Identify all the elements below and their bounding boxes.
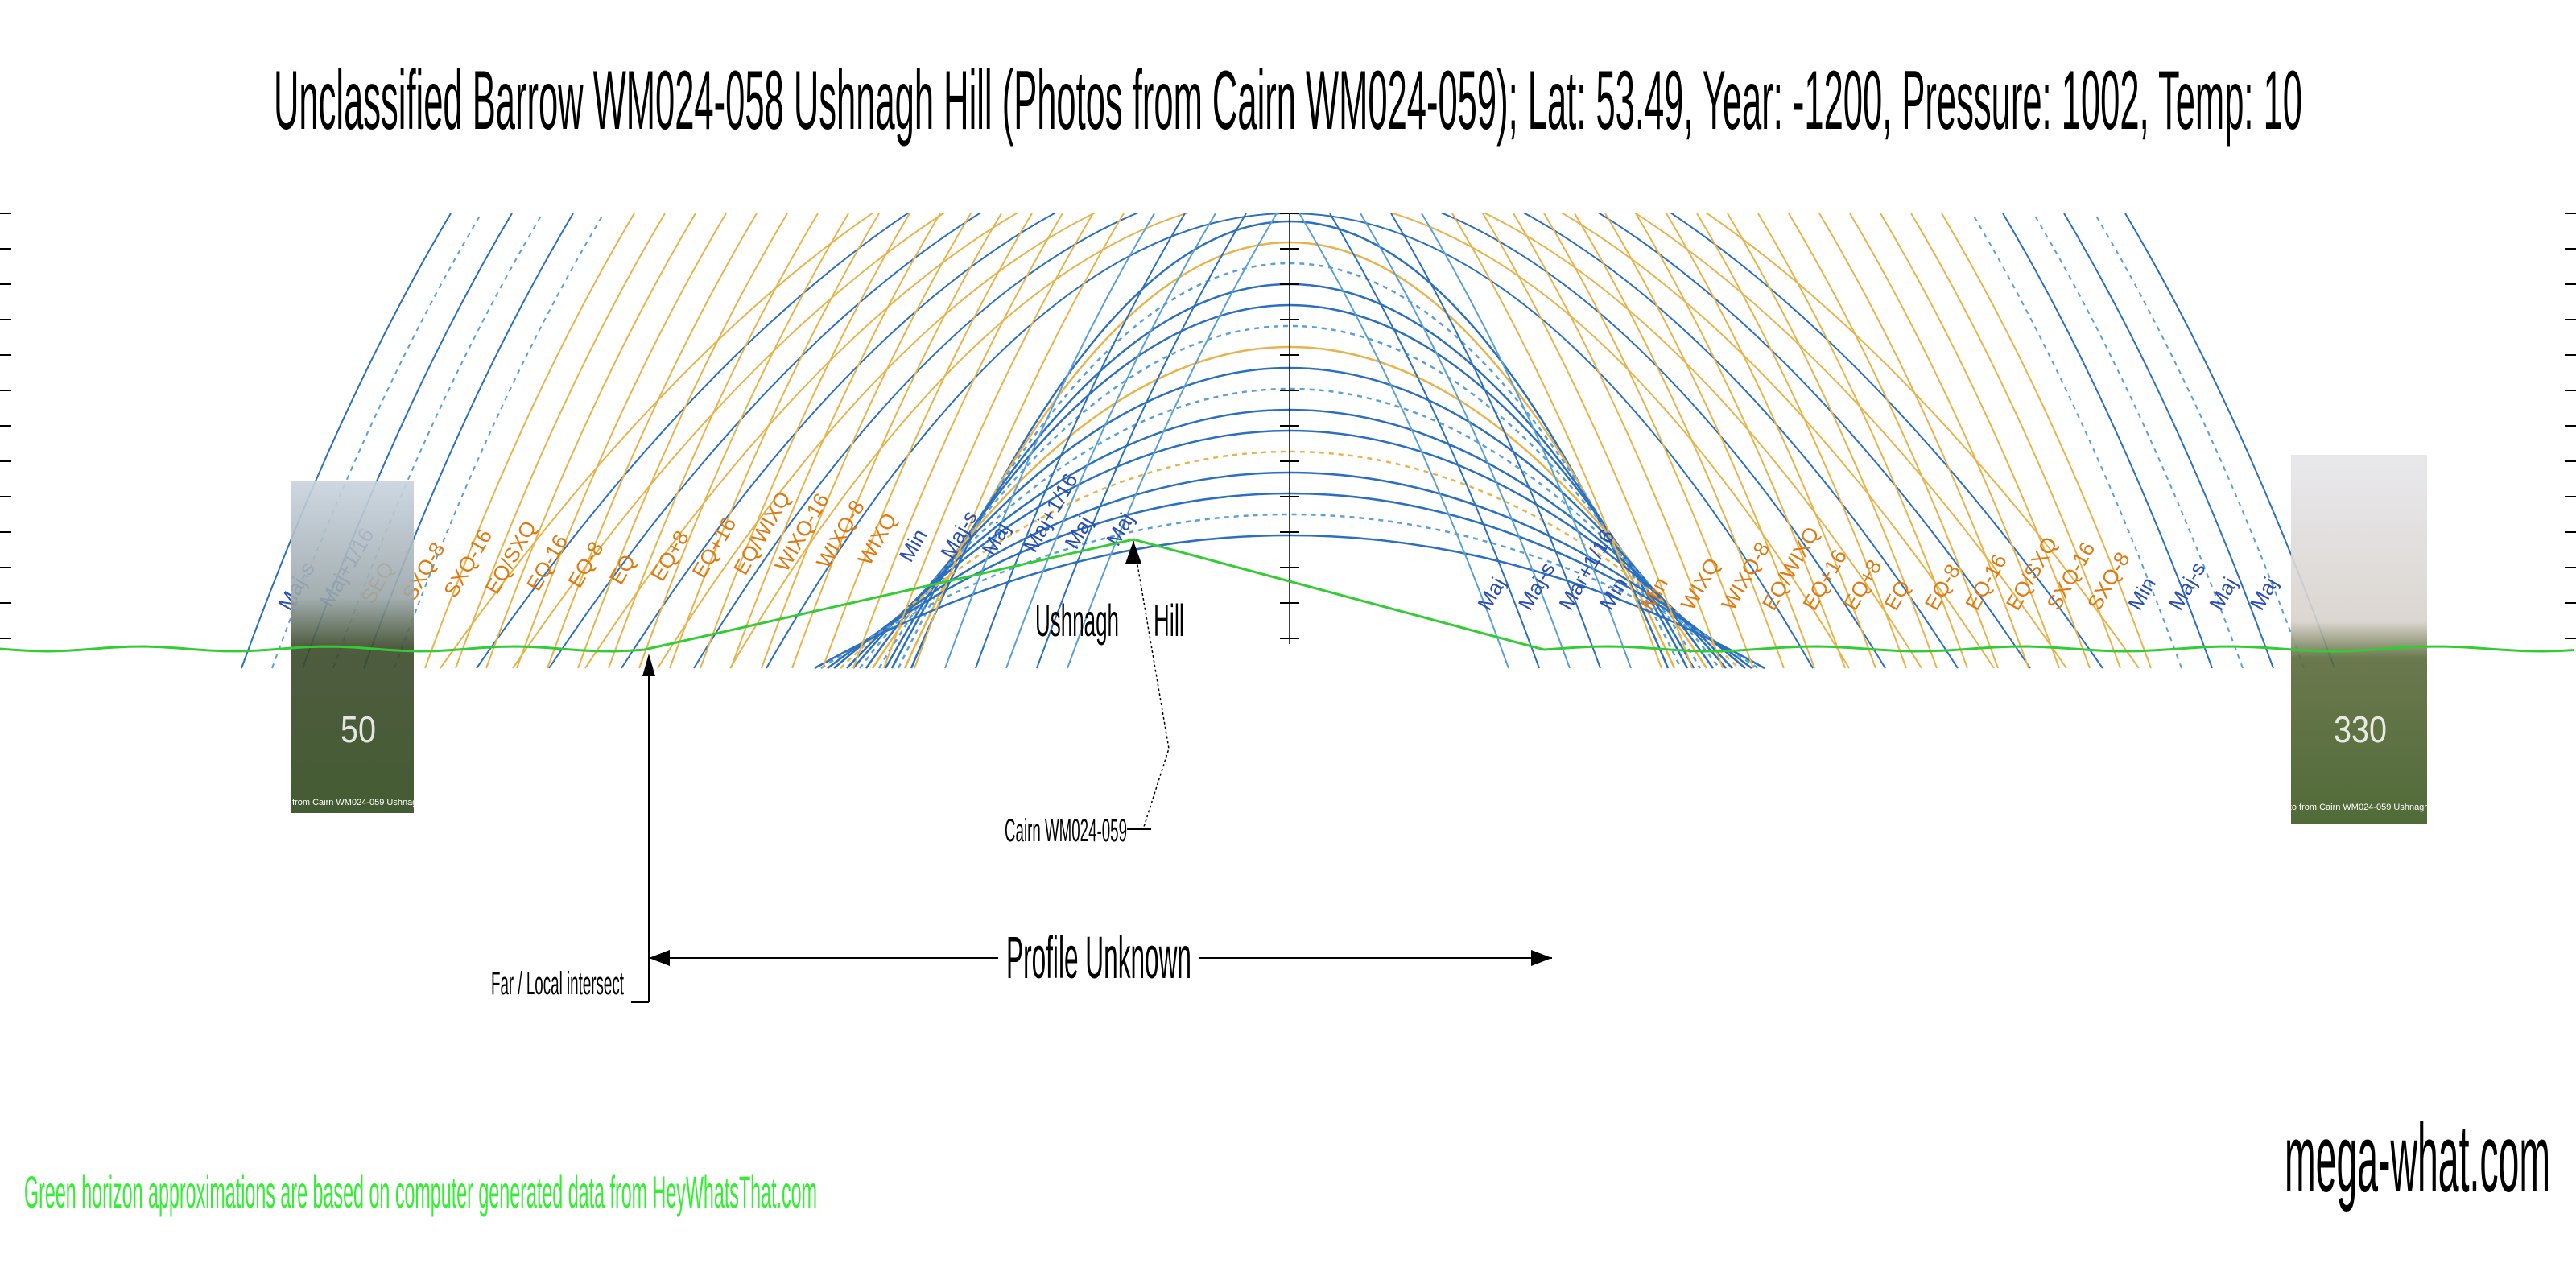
hill-label: Ushnagh <box>1035 595 1119 646</box>
arc <box>914 213 1125 669</box>
arc <box>476 213 2103 669</box>
arc <box>2094 213 2305 669</box>
arc <box>2033 213 2244 669</box>
arc <box>1298 213 1509 669</box>
arc-label: EQ-8 <box>1920 559 1965 614</box>
intersect-label: Far / Local intersect <box>491 966 624 1001</box>
arrowhead <box>1125 541 1141 564</box>
arc <box>1036 213 1247 669</box>
arc <box>820 513 1759 670</box>
arc <box>1880 213 2091 669</box>
arc <box>1604 213 1815 669</box>
arc <box>657 213 1922 669</box>
arc <box>693 213 1886 669</box>
arc <box>1696 213 1907 669</box>
azimuth-label: 50 <box>341 708 376 750</box>
arc <box>791 213 1002 669</box>
horizon-line <box>0 538 2575 653</box>
arc <box>1360 213 1571 669</box>
arc <box>730 213 941 669</box>
arc <box>877 325 1702 669</box>
arc <box>1067 213 1278 669</box>
arc <box>512 213 2067 669</box>
site-name: mega-what.com <box>2285 1104 2550 1212</box>
arc <box>1941 213 2152 669</box>
arc <box>608 213 819 669</box>
arc <box>241 213 452 669</box>
arc <box>975 213 1186 669</box>
photo-caption: Photo from Cairn WM024-059 Ushnagh Hill <box>2273 803 2444 812</box>
arc <box>897 262 1682 669</box>
arc <box>638 213 849 669</box>
profile-label: Profile Unknown <box>1006 924 1191 991</box>
azimuth-label: 330 <box>2334 708 2387 750</box>
arc <box>621 213 1959 669</box>
arc <box>1635 213 1846 669</box>
arc <box>883 213 1094 669</box>
arc <box>761 213 972 669</box>
arc <box>2063 213 2274 669</box>
arc-label: Maj <box>2204 573 2242 614</box>
arc-label: EQ+8 <box>646 526 694 585</box>
arc <box>584 213 1995 669</box>
arc <box>1482 213 1693 669</box>
photo-right <box>2291 455 2427 824</box>
arc-label: Min <box>894 525 932 566</box>
arc <box>394 213 605 669</box>
arc <box>1543 213 1754 669</box>
arc <box>1818 213 2029 669</box>
arc <box>1421 213 1632 669</box>
arc <box>440 213 2140 669</box>
arc <box>669 213 880 669</box>
arc <box>1329 213 1540 669</box>
footer-note: Green horizon approximations are based o… <box>24 1166 817 1217</box>
arc <box>944 213 1155 669</box>
arc <box>547 213 758 669</box>
arc <box>1574 213 1785 669</box>
altitude-ticks <box>0 213 2576 644</box>
hill-label: Hill <box>1154 595 1184 646</box>
arc <box>700 213 910 669</box>
label-background <box>998 922 1199 986</box>
arc <box>2002 213 2213 669</box>
arc <box>1666 213 1876 669</box>
arc <box>455 213 666 669</box>
arc <box>548 213 2031 669</box>
arc <box>424 213 635 669</box>
arc <box>1513 213 1724 669</box>
arc <box>729 213 1850 669</box>
arc <box>1849 213 2060 669</box>
title: Unclassified Barrow WM024-058 Ushnagh Hi… <box>274 54 2302 147</box>
leader-line <box>1133 540 1170 830</box>
photo-caption: Photo from Cairn WM024-059 Ushnagh Hill <box>266 798 437 807</box>
arc <box>1910 213 2121 669</box>
arc <box>516 213 727 669</box>
arrowhead <box>642 654 655 676</box>
viewpoint-label: Cairn WM024-059 <box>1005 813 1127 848</box>
arc <box>1390 213 1601 669</box>
arc <box>1727 213 1938 669</box>
arc <box>1757 213 1968 669</box>
arc <box>1451 213 1662 669</box>
arc <box>1788 213 1999 669</box>
arc <box>1971 213 2182 669</box>
arc <box>485 213 696 669</box>
arc <box>822 213 1033 669</box>
arc <box>1005 213 1216 669</box>
arc <box>577 213 788 669</box>
sun-moon-arcs: Maj-sMaj+1/16SEQSXQ-8SXQ-16EQ/SXQEQ-16EQ… <box>241 213 2335 670</box>
arc-label: Maj-s <box>2164 558 2211 614</box>
